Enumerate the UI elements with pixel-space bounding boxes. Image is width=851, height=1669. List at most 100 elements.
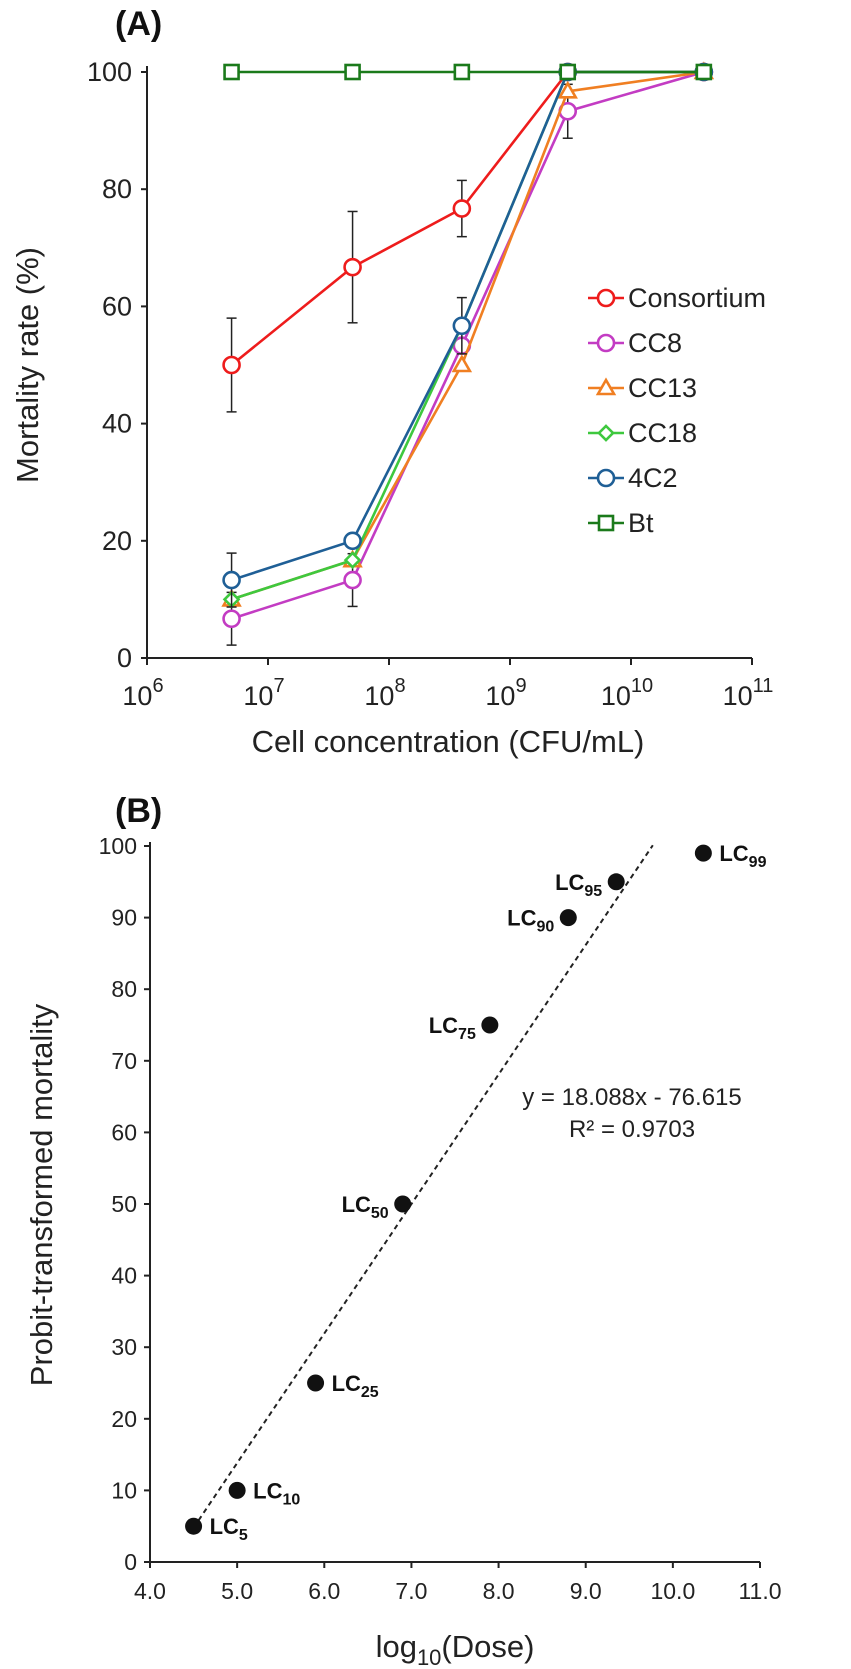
panel-a-legend: Consortium CC8 CC13 CC18 4C2 Bt [588, 283, 766, 538]
x-tick-label: 11.0 [738, 1578, 781, 1604]
lc-label-base: LC [210, 1514, 239, 1539]
lc-point-99: LC99 [694, 841, 767, 871]
panel-b-equation: y = 18.088x - 76.615 [522, 1084, 742, 1111]
y-tick-label: 100 [87, 57, 132, 87]
legend-label: 4C2 [628, 463, 678, 493]
data-point [607, 873, 625, 891]
data-point [344, 63, 361, 81]
legend-marker [596, 333, 616, 353]
legend-marker [596, 288, 616, 308]
data-point [222, 609, 241, 629]
panel-b: (B) 4.0 5.0 6.0 7.0 8.0 9.0 10.0 11.0 0 10 20 30 40… [24, 792, 782, 1669]
x-tick-base: 10 [485, 681, 515, 711]
lc-label-sub: 99 [749, 854, 767, 871]
panel-a-y-ticks: 0 20 40 60 80 100 [87, 57, 147, 673]
legend-entry: CC18 [588, 418, 697, 448]
x-tick-label: 10.0 [650, 1578, 695, 1604]
y-tick-label: 80 [102, 174, 132, 204]
x-tick-exponent: 11 [753, 675, 774, 697]
x-tick-label: 7.0 [395, 1578, 427, 1604]
x-tick-label: 108 [364, 675, 405, 711]
series-consortium [222, 62, 714, 413]
data-point [223, 63, 240, 81]
x-tick-base: 10 [364, 681, 394, 711]
x-tick-exponent: 9 [515, 675, 526, 697]
lc-point-95: LC95 [555, 870, 625, 900]
x-tick-exponent: 10 [631, 675, 653, 697]
data-point [481, 1016, 499, 1034]
panel-b-y-ticks: 0 10 20 30 40 50 60 70 80 90 100 [99, 833, 150, 1575]
x-tick-label: 4.0 [134, 1578, 166, 1604]
x-tick-label: 109 [485, 675, 526, 711]
data-point [222, 355, 241, 375]
lc-label: LC90 [507, 906, 554, 936]
legend-marker [596, 468, 616, 488]
x-tick-label: 1010 [601, 675, 653, 711]
panel-b-label: (B) [115, 792, 162, 830]
data-point [343, 531, 362, 551]
data-point [228, 1481, 246, 1499]
data-point [394, 1195, 412, 1213]
y-tick-label: 100 [99, 833, 137, 859]
x-tick-label: 107 [243, 675, 284, 711]
lc-label-base: LC [253, 1478, 282, 1503]
data-point [559, 63, 577, 81]
y-tick-label: 40 [111, 1263, 137, 1289]
lc-label-sub: 90 [536, 919, 554, 936]
y-tick-label: 90 [111, 905, 137, 931]
data-point [559, 909, 577, 927]
data-point [452, 199, 472, 218]
panel-a-series [221, 61, 715, 646]
legend-label: CC18 [628, 418, 697, 448]
y-tick-label: 0 [124, 1549, 137, 1575]
x-tick-base: 10 [243, 681, 273, 711]
legend-marker [595, 377, 617, 396]
legend-marker [597, 514, 615, 532]
legend-entry: 4C2 [588, 463, 678, 493]
x-tick-label: 106 [122, 675, 163, 711]
lc-point-25: LC25 [307, 1371, 379, 1401]
lc-label-sub: 25 [361, 1384, 379, 1401]
data-point [694, 844, 712, 862]
y-tick-label: 60 [111, 1119, 137, 1145]
data-point [343, 570, 362, 590]
lc-label-sub: 75 [458, 1026, 476, 1043]
x-tick-exponent: 7 [273, 675, 284, 697]
x-tick-exponent: 6 [152, 675, 163, 697]
legend-entry: Consortium [588, 283, 766, 313]
panel-b-x-title-sub: 10 [417, 1645, 441, 1669]
panel-b-x-ticks: 4.0 5.0 6.0 7.0 8.0 9.0 10.0 11.0 [134, 1562, 782, 1604]
y-tick-label: 0 [117, 643, 132, 673]
legend-label: CC13 [628, 373, 697, 403]
x-tick-base: 10 [601, 681, 631, 711]
legend-marker [597, 424, 615, 442]
y-tick-label: 20 [102, 526, 132, 556]
x-tick-base: 10 [122, 681, 152, 711]
lc-label: LC10 [253, 1478, 300, 1508]
x-tick-label: 5.0 [221, 1578, 253, 1604]
lc-label: LC95 [555, 870, 602, 900]
panel-b-x-title-base: log [376, 1629, 417, 1664]
data-point [557, 80, 578, 99]
panel-a-y-axis-title: Mortality rate (%) [10, 247, 45, 483]
lc-label-base: LC [332, 1371, 361, 1396]
y-tick-label: 70 [111, 1048, 137, 1074]
lc-label-base: LC [719, 841, 748, 866]
lc-point-5: LC5 [185, 1514, 248, 1544]
panel-b-trendline [192, 844, 654, 1529]
lc-label: LC99 [719, 841, 766, 871]
x-tick-base: 10 [723, 681, 753, 711]
lc-label-sub: 5 [239, 1527, 248, 1544]
legend-entry: CC8 [588, 328, 682, 358]
x-tick-label: 6.0 [308, 1578, 340, 1604]
lc-point-90: LC90 [507, 906, 577, 936]
x-tick-label: 1011 [723, 675, 774, 711]
x-tick-exponent: 8 [394, 675, 405, 697]
panel-a-x-ticks: 106 107 108 109 1010 1011 [122, 658, 773, 711]
lc-label-base: LC [342, 1192, 371, 1217]
y-tick-label: 50 [111, 1191, 137, 1217]
lc-label-base: LC [507, 906, 536, 931]
series-bt [223, 63, 713, 81]
data-point [451, 354, 473, 373]
